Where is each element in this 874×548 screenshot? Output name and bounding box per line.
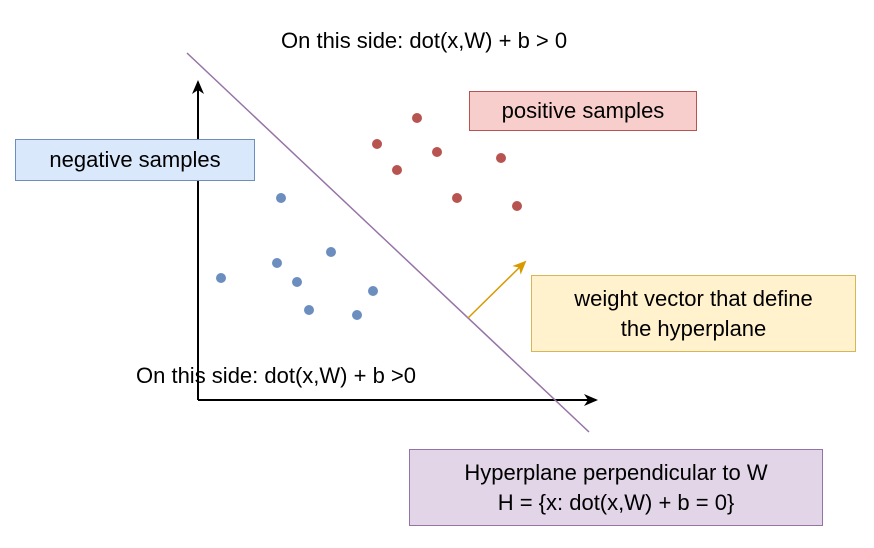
negative-point <box>276 193 286 203</box>
negative-point <box>368 286 378 296</box>
bottom-side-label: On this side: dot(x,W) + b >0 <box>136 363 417 388</box>
weight-vector-label-line2: the hyperplane <box>620 315 767 341</box>
negative-point <box>272 258 282 268</box>
positive-samples-label: positive samples <box>501 98 665 123</box>
negative-point <box>304 305 314 315</box>
negative-point <box>292 277 302 287</box>
positive-point <box>412 113 422 123</box>
positive-point <box>392 165 402 175</box>
negative-point <box>326 247 336 257</box>
positive-point <box>512 201 522 211</box>
positive-point <box>372 139 382 149</box>
negative-point <box>216 273 226 283</box>
weight-vector-box: weight vector that define the hyperplane <box>531 275 856 352</box>
positive-samples-box: positive samples <box>469 91 697 131</box>
negative-point <box>352 310 362 320</box>
top-side-label: On this side: dot(x,W) + b > 0 <box>281 28 568 53</box>
negative-samples-box: negative samples <box>15 139 255 181</box>
hyperplane-label-line2: H = {x: dot(x,W) + b = 0} <box>497 489 735 515</box>
positive-points <box>372 113 522 211</box>
weight-vector-label-line1: weight vector that define <box>574 285 813 311</box>
positive-point <box>432 147 442 157</box>
negative-samples-label: negative samples <box>49 147 221 172</box>
positive-point <box>452 193 462 203</box>
weight-vector-arrow <box>467 260 527 319</box>
positive-point <box>496 153 506 163</box>
negative-points <box>216 193 378 320</box>
hyperplane-label-line1: Hyperplane perpendicular to W <box>464 459 768 485</box>
hyperplane-line <box>186 52 590 433</box>
hyperplane-box: Hyperplane perpendicular to W H = {x: do… <box>409 449 823 526</box>
